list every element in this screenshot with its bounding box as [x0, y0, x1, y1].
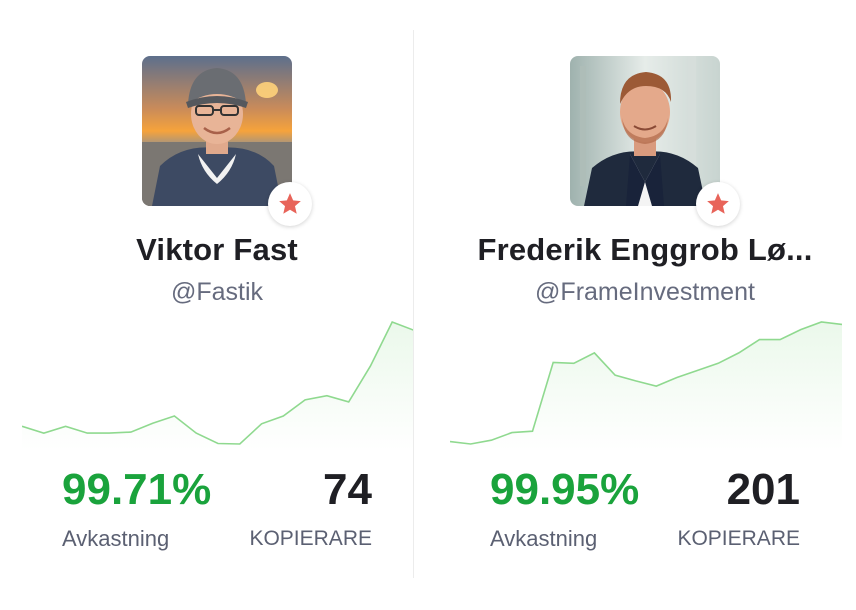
person-photo-icon[interactable]	[142, 56, 292, 206]
sparkline-line	[22, 320, 414, 445]
person-photo-icon[interactable]	[570, 56, 720, 206]
return-label: Avkastning	[62, 526, 170, 551]
performance-sparkline	[450, 321, 842, 450]
investor-card[interactable]: Frederik Enggrob Lø... @FrameInvestment …	[428, 0, 856, 610]
star-icon	[268, 182, 312, 226]
copiers-label: KOPIERARE	[249, 527, 372, 550]
investor-name[interactable]: Viktor Fast	[136, 232, 298, 267]
copiers-value: 74	[323, 465, 372, 514]
return-value: 99.71%	[62, 465, 212, 514]
sparkline-area	[450, 322, 842, 450]
card-divider	[413, 30, 414, 578]
investor-card[interactable]: Viktor Fast @Fastik 99.71% Avkastning 74…	[0, 0, 428, 610]
investor-name[interactable]: Frederik Enggrob Lø...	[477, 232, 813, 267]
return-label: Avkastning	[490, 526, 598, 551]
copiers-label: KOPIERARE	[677, 527, 800, 550]
performance-sparkline	[22, 320, 414, 450]
sparkline-line	[450, 321, 842, 445]
star-icon	[696, 182, 740, 226]
investor-handle: @Fastik	[170, 278, 264, 306]
investor-handle: @FrameInvestment	[535, 278, 755, 306]
sparkline-area	[22, 322, 414, 450]
copiers-value: 201	[726, 465, 800, 514]
return-value: 99.95%	[490, 465, 640, 514]
